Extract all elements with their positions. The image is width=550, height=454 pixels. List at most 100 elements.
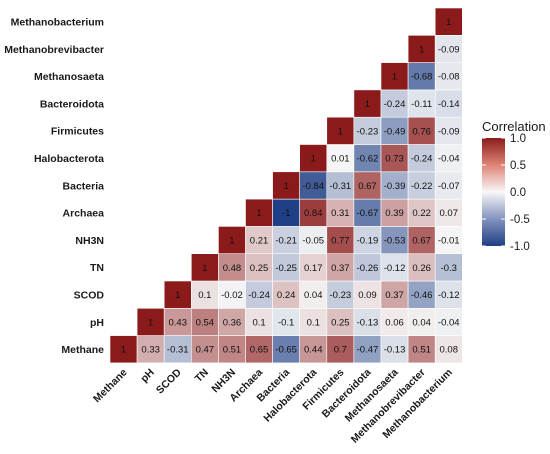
heatmap-cell-ph-halobacterota xyxy=(299,307,328,336)
heatmap-cell-methanosaeta-methanosaeta xyxy=(380,62,409,91)
cell-value-label: 1 xyxy=(392,72,397,83)
x-tick-label-methane: Methane xyxy=(91,366,130,405)
cell-value-label: -0.05 xyxy=(302,235,324,246)
heatmap-cell-methane-methane xyxy=(109,335,138,364)
cell-value-label: 0.04 xyxy=(412,317,431,328)
heatmap-cell-tn-firmicutes xyxy=(326,253,355,282)
heatmap-cell-bacteria-methanobrevibacter xyxy=(407,171,436,200)
legend-tick-label: 0.5 xyxy=(510,160,526,172)
heatmap-cell-firmicutes-methanobacterium xyxy=(434,116,463,145)
cell-value-label: 0.1 xyxy=(198,290,211,301)
legend: Correlation 1.0 0.5 0.0 -0.5 -1.0 xyxy=(482,119,546,253)
cell-value-label: -0.14 xyxy=(438,99,460,110)
heatmap-cell-methane-methanobrevibacter xyxy=(407,335,436,364)
heatmap-cell-methane-bacteria xyxy=(272,335,301,364)
cell-value-label: -0.65 xyxy=(275,345,297,356)
cell-value-label: -0.49 xyxy=(384,126,406,137)
y-tick-label-methanobacterium: Methanobacterium xyxy=(11,16,104,28)
cell-value-label: -0.13 xyxy=(357,317,379,328)
heatmap-cell-scod-nh3n xyxy=(218,280,246,309)
cell-value-label: -0.19 xyxy=(357,235,379,246)
y-tick-label-tn: TN xyxy=(90,262,104,274)
cell-value-label: -0.31 xyxy=(330,181,352,192)
cell-value-label: 0.84 xyxy=(304,208,323,219)
heatmap-cell-ph-tn xyxy=(191,307,219,336)
cell-value-label: 0.31 xyxy=(331,208,350,219)
heatmap-cell-ph-firmicutes xyxy=(326,307,355,336)
cell-value-label: 0.01 xyxy=(331,154,350,165)
heatmap-cell-methane-halobacterota xyxy=(299,335,328,364)
y-tick-label-nh3n: NH3N xyxy=(75,235,104,247)
heatmap-cell-bacteroidota-methanosaeta xyxy=(380,89,409,118)
y-tick-label-scod: SCOD xyxy=(74,289,105,301)
x-tick-label-tn: TN xyxy=(193,367,211,385)
cell-value-label: 0.65 xyxy=(250,345,269,356)
heatmap-cell-nh3n-methanobacterium xyxy=(434,226,463,254)
cell-value-label: 0.47 xyxy=(196,345,215,356)
heatmap-cell-methane-ph xyxy=(136,335,165,364)
cell-value-label: -0.22 xyxy=(411,181,433,192)
cell-value-label: 1 xyxy=(365,99,370,110)
heatmap-cell-archaea-bacteroidota xyxy=(353,198,382,227)
heatmap-cell-halobacterota-methanosaeta xyxy=(380,144,409,173)
cell-value-label: -0.46 xyxy=(411,290,433,301)
heatmap-cell-methanobrevibacter-methanobrevibacter xyxy=(407,34,436,63)
cell-value-label: 1 xyxy=(175,290,180,301)
cell-value-label: 0.04 xyxy=(304,290,323,301)
cell-value-label: -0.26 xyxy=(357,263,379,274)
heatmap-cell-methanobacterium-methanobacterium xyxy=(434,7,463,36)
cell-value-label: 0.44 xyxy=(304,345,323,356)
cell-value-label: 1 xyxy=(419,44,424,55)
cell-value-label: -0.39 xyxy=(384,181,406,192)
heatmap-cell-archaea-methanobrevibacter xyxy=(407,198,436,227)
y-tick-label-bacteroidota: Bacteroidota xyxy=(40,98,104,110)
cell-value-label: 0.54 xyxy=(196,317,215,328)
cell-value-label: -0.84 xyxy=(302,181,324,192)
heatmap-cell-tn-methanobrevibacter xyxy=(407,253,436,282)
heatmap-cell-nh3n-bacteria xyxy=(272,226,301,254)
heatmap-cell-methanosaeta-methanobacterium xyxy=(434,62,463,91)
heatmap-cell-methane-bacteroidota xyxy=(353,335,382,364)
cell-value-label: -0.02 xyxy=(221,290,243,301)
heatmap-cell-scod-methanosaeta xyxy=(380,280,409,309)
heatmap-cell-halobacterota-methanobrevibacter xyxy=(407,144,436,173)
cell-value-label: 0.51 xyxy=(223,345,242,356)
cell-value-label: -0.12 xyxy=(438,290,460,301)
cell-value-label: -1 xyxy=(282,208,290,219)
cell-value-label: 0.09 xyxy=(358,290,377,301)
cell-value-label: 0.77 xyxy=(331,235,350,246)
cell-value-label: 0.7 xyxy=(334,345,347,356)
cell-value-label: 1 xyxy=(338,126,343,137)
heatmap-cell-bacteria-methanosaeta xyxy=(380,171,409,200)
cell-value-label: -0.23 xyxy=(330,290,352,301)
y-tick-label-firmicutes: Firmicutes xyxy=(51,126,104,138)
cell-value-label: -0.53 xyxy=(384,235,406,246)
cell-value-label: -0.09 xyxy=(438,44,460,55)
cell-value-label: 0.06 xyxy=(385,317,404,328)
cell-value-label: -0.62 xyxy=(357,154,379,165)
heatmap-cell-scod-methanobrevibacter xyxy=(407,280,436,309)
heatmap-cell-scod-tn xyxy=(191,280,219,309)
cell-value-label: 0.22 xyxy=(412,208,431,219)
legend-tick-label: -0.5 xyxy=(510,214,530,226)
heatmap-cell-ph-bacteria xyxy=(272,307,301,336)
y-tick-label-archaea: Archaea xyxy=(63,208,105,220)
y-tick-label-methane: Methane xyxy=(61,344,104,356)
heatmap-cell-methanobrevibacter-methanobacterium xyxy=(434,34,463,63)
cell-value-label: -0.47 xyxy=(357,345,379,356)
cell-value-label: -0.12 xyxy=(384,263,406,274)
cell-value-label: -0.67 xyxy=(357,208,379,219)
cell-value-label: -0.01 xyxy=(438,235,460,246)
y-tick-label-methanosaeta: Methanosaeta xyxy=(34,71,104,83)
cell-value-label: 0.76 xyxy=(412,126,431,137)
cell-value-label: -0.09 xyxy=(438,126,460,137)
heatmap-cell-firmicutes-methanosaeta xyxy=(380,116,409,145)
cell-value-label: -0.13 xyxy=(384,345,406,356)
heatmap-cell-scod-methanobacterium xyxy=(434,280,463,309)
cell-value-label: 1 xyxy=(256,208,261,219)
heatmap-cell-bacteria-methanobacterium xyxy=(434,171,463,200)
legend-tick-label: -1.0 xyxy=(510,241,530,253)
x-tick-label-scod: SCOD xyxy=(154,366,184,396)
y-tick-label-halobacterota: Halobacterota xyxy=(34,153,104,165)
